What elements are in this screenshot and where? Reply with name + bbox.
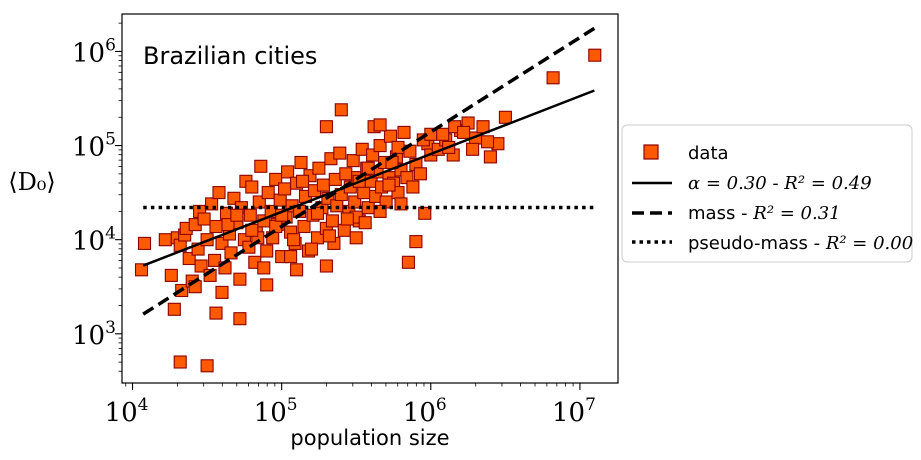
data-point bbox=[281, 165, 295, 179]
data-point bbox=[310, 206, 325, 220]
data-point bbox=[287, 233, 301, 247]
data-point bbox=[134, 263, 149, 277]
data-point bbox=[406, 180, 420, 194]
data-point bbox=[158, 233, 172, 247]
legend-label-pseudo-mass: pseudo-mass - R² = 0.00 bbox=[688, 233, 913, 254]
x-tick-label: 104 bbox=[105, 395, 149, 428]
data-point bbox=[290, 263, 304, 277]
data-point bbox=[397, 125, 411, 139]
data-point bbox=[383, 129, 398, 143]
data-point bbox=[357, 186, 371, 200]
data-point bbox=[373, 118, 387, 132]
legend-label-data: data bbox=[688, 143, 729, 164]
legend-label-alpha: α = 0.30 - R² = 0.49 bbox=[688, 173, 872, 194]
data-point bbox=[436, 127, 450, 141]
y-tick-labels: 103 104 105 106 bbox=[72, 35, 116, 350]
data-point bbox=[483, 150, 497, 164]
data-point bbox=[409, 235, 423, 249]
data-point bbox=[339, 167, 353, 181]
data-point bbox=[498, 110, 512, 124]
major-ticks bbox=[115, 50, 581, 390]
data-point bbox=[257, 261, 271, 275]
data-point bbox=[209, 306, 223, 320]
x-axis-label: population size bbox=[290, 426, 449, 450]
data-point bbox=[333, 146, 347, 160]
data-point bbox=[588, 48, 602, 62]
data-point bbox=[480, 135, 495, 149]
data-point bbox=[340, 212, 354, 226]
data-point bbox=[200, 359, 214, 373]
data-point bbox=[358, 216, 372, 230]
data-point bbox=[297, 219, 311, 234]
legend-marker-data bbox=[643, 144, 659, 160]
data-point bbox=[304, 242, 319, 256]
data-point bbox=[457, 125, 471, 139]
data-point bbox=[260, 278, 274, 292]
data-point bbox=[546, 71, 560, 85]
data-point bbox=[254, 159, 268, 173]
data-point bbox=[230, 208, 244, 222]
data-point bbox=[319, 259, 333, 273]
data-point bbox=[233, 272, 247, 286]
data-point bbox=[209, 219, 223, 234]
y-tick-label: 104 bbox=[72, 224, 116, 257]
y-tick-label: 106 bbox=[72, 35, 116, 68]
data-point bbox=[245, 180, 259, 194]
x-tick-labels: 104 105 106 107 bbox=[105, 395, 596, 428]
data-point bbox=[212, 186, 226, 200]
legend-label-mass: mass - R² = 0.31 bbox=[688, 203, 841, 224]
fit-line-alpha bbox=[142, 89, 595, 267]
data-point bbox=[418, 206, 432, 220]
data-point bbox=[173, 355, 187, 369]
data-point bbox=[319, 120, 333, 134]
data-point bbox=[260, 244, 274, 258]
data-point bbox=[137, 236, 152, 250]
data-point bbox=[325, 214, 339, 228]
data-point bbox=[322, 229, 336, 243]
fit-lines bbox=[142, 26, 596, 316]
legend: data α = 0.30 - R² = 0.49 mass - R² = 0.… bbox=[621, 124, 913, 263]
data-point bbox=[334, 103, 348, 117]
data-point bbox=[233, 312, 247, 326]
y-tick-label: 105 bbox=[72, 130, 116, 163]
data-point bbox=[312, 161, 326, 175]
data-point bbox=[284, 250, 298, 264]
data-point bbox=[316, 178, 330, 192]
plot-frame bbox=[121, 13, 619, 384]
x-tick-label: 106 bbox=[403, 395, 447, 428]
data-point bbox=[243, 208, 257, 222]
data-point bbox=[466, 142, 480, 156]
data-point bbox=[167, 302, 181, 316]
data-point bbox=[164, 268, 178, 282]
x-tick-label: 105 bbox=[254, 395, 298, 428]
data-point bbox=[413, 167, 427, 181]
data-point bbox=[294, 155, 308, 170]
data-point bbox=[337, 223, 351, 237]
x-tick-label: 107 bbox=[552, 395, 596, 428]
y-axis-label: ⟨D₀⟩ bbox=[8, 168, 56, 196]
data-point bbox=[382, 178, 396, 192]
data-point bbox=[261, 186, 275, 200]
data-point bbox=[273, 193, 287, 207]
chart-annotation: Brazilian cities bbox=[143, 42, 317, 70]
data-point bbox=[373, 139, 387, 153]
legend-frame bbox=[621, 124, 913, 263]
data-point bbox=[215, 285, 229, 299]
data-point bbox=[346, 154, 360, 168]
data-point bbox=[208, 253, 222, 267]
y-tick-label: 103 bbox=[72, 318, 116, 351]
data-point bbox=[197, 212, 211, 226]
data-point bbox=[401, 255, 415, 269]
data-point bbox=[349, 231, 363, 245]
data-point bbox=[278, 182, 292, 196]
data-point bbox=[391, 140, 405, 154]
data-point bbox=[295, 174, 310, 188]
